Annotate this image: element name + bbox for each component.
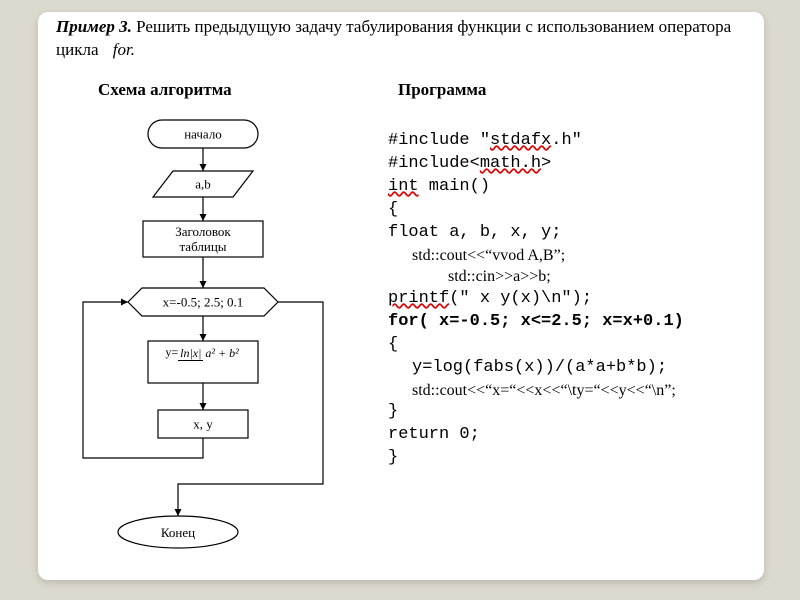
code-line: { xyxy=(388,334,798,357)
column-title-right: Программа xyxy=(398,80,486,100)
example-label: Пример 3. xyxy=(56,17,132,36)
heading-text: Решить предыдущую задачу табулирования ф… xyxy=(56,17,731,59)
program-code: #include "stdafx.h"#include<math.h>int m… xyxy=(388,130,798,470)
code-line: printf(" x y(x)\n"); xyxy=(388,288,798,311)
column-title-left: Схема алгоритма xyxy=(98,80,232,100)
svg-text:таблицы: таблицы xyxy=(179,239,226,254)
code-line: std::cout<<“vvod A,B”; xyxy=(388,245,798,267)
code-line: } xyxy=(388,401,798,424)
svg-text:a,b: a,b xyxy=(195,176,211,191)
document-card: Пример 3. Решить предыдущую задачу табул… xyxy=(38,12,764,580)
svg-text:x, y: x, y xyxy=(193,416,213,431)
code-line: std::cout<<“x=“<<x<<“\ty=“<<y<<“\n”; xyxy=(388,380,798,402)
code-line: { xyxy=(388,199,798,222)
calc-formula: y=ln|x|a² + b² xyxy=(154,344,252,362)
code-line: for( x=-0.5; x<=2.5; x=x+0.1) xyxy=(388,311,798,334)
svg-text:начало: начало xyxy=(184,126,222,141)
formula-bot: a² + b² xyxy=(203,346,240,360)
code-line: return 0; xyxy=(388,424,798,447)
code-line: std::cin>>a>>b; xyxy=(388,266,798,288)
example-heading: Пример 3. Решить предыдущую задачу табул… xyxy=(56,16,746,62)
svg-text:x=-0.5; 2.5; 0.1: x=-0.5; 2.5; 0.1 xyxy=(163,294,244,309)
svg-text:Конец: Конец xyxy=(161,525,195,540)
code-line: #include<math.h> xyxy=(388,153,798,176)
flowchart: начало a,b Заголовоктаблицы x=-0.5; 2.5; 0.… xyxy=(48,112,388,572)
code-line: } xyxy=(388,447,798,470)
heading-keyword: for. xyxy=(113,40,135,59)
code-line: float a, b, x, y; xyxy=(388,222,798,245)
svg-text:Заголовок: Заголовок xyxy=(175,224,231,239)
formula-lhs: y= xyxy=(165,345,178,359)
code-line: y=log(fabs(x))/(a*a+b*b); xyxy=(388,357,798,380)
formula-top: ln|x| xyxy=(178,346,203,361)
code-line: #include "stdafx.h" xyxy=(388,130,798,153)
code-line: int main() xyxy=(388,176,798,199)
